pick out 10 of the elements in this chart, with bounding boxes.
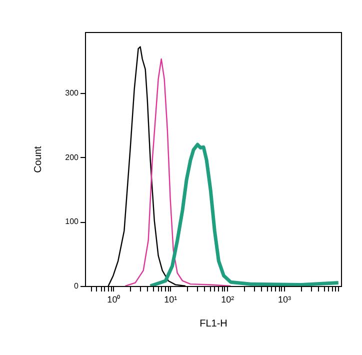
x-tick-label: 10³	[278, 294, 292, 304]
y-tick-label: 100	[65, 217, 80, 226]
y-tick-label: 0	[74, 282, 80, 290]
x-tick-label: 10¹	[164, 294, 178, 304]
x-tick-label: 10²	[221, 294, 234, 304]
x-axis-title: FL1-H	[200, 318, 228, 330]
y-tick-label: 200	[65, 152, 80, 162]
y-axis-title: Count	[33, 146, 44, 173]
x-tick-label: 10⁰	[107, 294, 120, 304]
y-tick-label: 300	[65, 88, 80, 98]
